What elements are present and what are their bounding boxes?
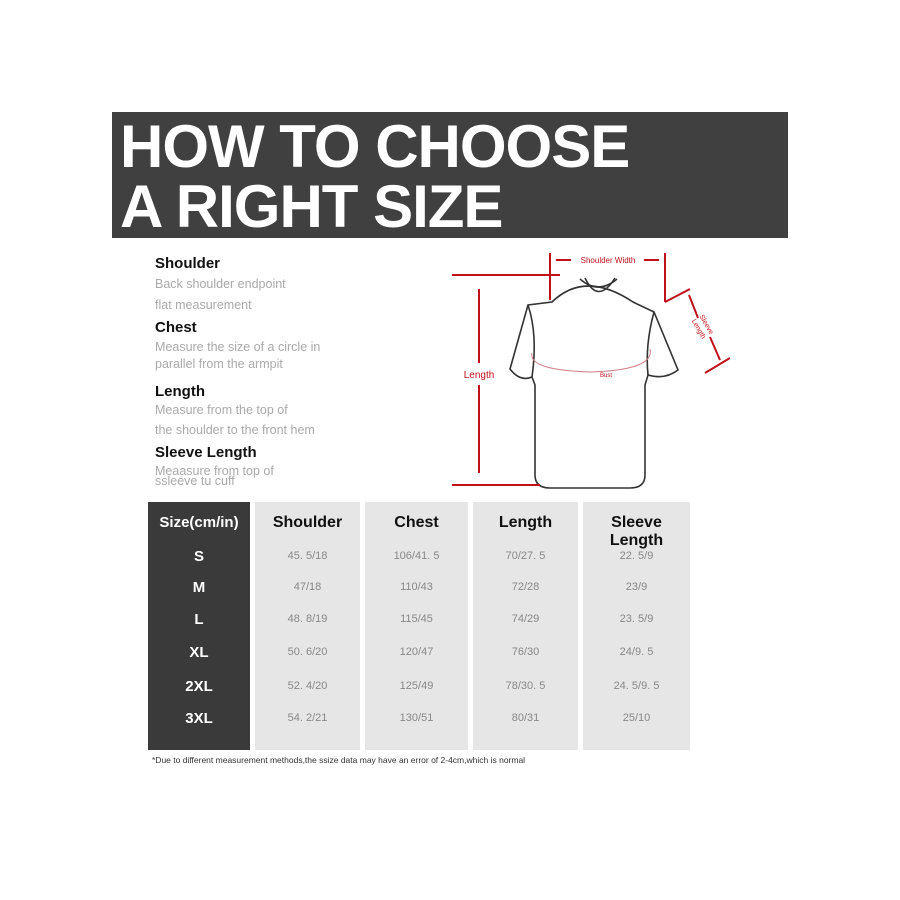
- table-cell: 45. 5/18: [287, 550, 328, 562]
- table-cell: 74/29: [511, 613, 540, 625]
- shoulder-width-label: Shoulder Width: [581, 256, 636, 265]
- footnote: *Due to different measurement methods,th…: [152, 755, 526, 765]
- size-cell: 2XL: [185, 678, 213, 695]
- title-line-1: HOW TO CHOOSE: [120, 113, 630, 180]
- guide-desc: Measure the size of a circle in: [155, 340, 321, 354]
- table-cell: 23. 5/9: [619, 613, 654, 625]
- guide-desc: Back shoulder endpoint: [155, 277, 286, 291]
- table-cell: 115/45: [400, 613, 433, 625]
- table-cell: 76/30: [511, 646, 540, 658]
- table-cell: 130/51: [399, 712, 434, 724]
- column-header: Length: [498, 514, 553, 531]
- length-label: Length: [464, 370, 495, 381]
- guide-desc: parallel from the armpit: [155, 357, 283, 371]
- table-cell: 23/9: [625, 581, 648, 593]
- guide-label-sleeve-length: Sleeve Length: [155, 444, 257, 461]
- table-column: Sleeve Length 22. 5/9 23/9 23. 5/9 24/9. 5 24…: [583, 502, 690, 750]
- table-cell: 25/10: [622, 712, 651, 724]
- table-cell: 24. 5/9. 5: [613, 680, 660, 692]
- column-header: Size(cm/in): [159, 514, 239, 531]
- tshirt-outline-icon: [509, 277, 679, 489]
- guide-desc: Measure from the top of: [155, 403, 288, 417]
- table-cell: 24/9. 5: [619, 646, 654, 658]
- table-cell: 48. 8/19: [287, 613, 328, 625]
- table-cell: 22. 5/9: [619, 550, 654, 562]
- table-column: Chest 106/41. 5 110/43 115/45 120/47 125/49 13…: [365, 502, 468, 750]
- guide-desc: flat measurement: [155, 298, 252, 312]
- table-column: Shoulder 45. 5/18 47/18 48. 8/19 50. 6/20 52.…: [255, 502, 360, 750]
- table-cell: 125/49: [399, 680, 434, 692]
- guide-label-length: Length: [155, 383, 205, 400]
- bust-label: Bust: [600, 373, 612, 379]
- title-line-2: A RIGHT SIZE: [120, 173, 503, 240]
- guide-desc: Meaasure from top of: [155, 464, 274, 478]
- size-cell: XL: [189, 644, 209, 661]
- table-cell: 110/43: [400, 581, 433, 593]
- table-cell: 106/41. 5: [393, 550, 440, 562]
- table-cell: 50. 6/20: [287, 646, 328, 658]
- table-cell: 54. 2/21: [287, 712, 328, 724]
- table-cell: 70/27. 5: [505, 550, 546, 562]
- size-cell: M: [192, 579, 206, 596]
- size-cell: 3XL: [185, 710, 213, 727]
- column-header: Shoulder: [272, 514, 343, 531]
- table-cell: 78/30. 5: [505, 680, 546, 692]
- size-cell: L: [194, 611, 204, 628]
- table-column: Size(cm/in) S M L XL 2XL 3XL: [148, 502, 250, 750]
- table-column: Length 70/27. 5 72/28 74/29 76/30 78/30. 5 80/…: [473, 502, 578, 750]
- table-cell: 120/47: [399, 646, 434, 658]
- table-cell: 80/31: [511, 712, 540, 724]
- column-header: Sleeve Length: [609, 514, 664, 549]
- table-cell: 52. 4/20: [287, 680, 328, 692]
- guide-label-shoulder: Shoulder: [155, 255, 221, 272]
- guide-desc: ssleeve tu cuff: [155, 474, 235, 488]
- tshirt-diagram: Shoulder Width Length Bust Sleeve Length: [452, 253, 730, 489]
- column-header: Chest: [394, 514, 439, 531]
- table-cell: 47/18: [293, 581, 322, 593]
- table-cell: 72/28: [511, 581, 540, 593]
- size-cell: S: [193, 548, 204, 565]
- title-banner: [112, 112, 788, 238]
- guide-desc: the shoulder to the front hem: [155, 423, 315, 437]
- guide-label-chest: Chest: [155, 319, 197, 336]
